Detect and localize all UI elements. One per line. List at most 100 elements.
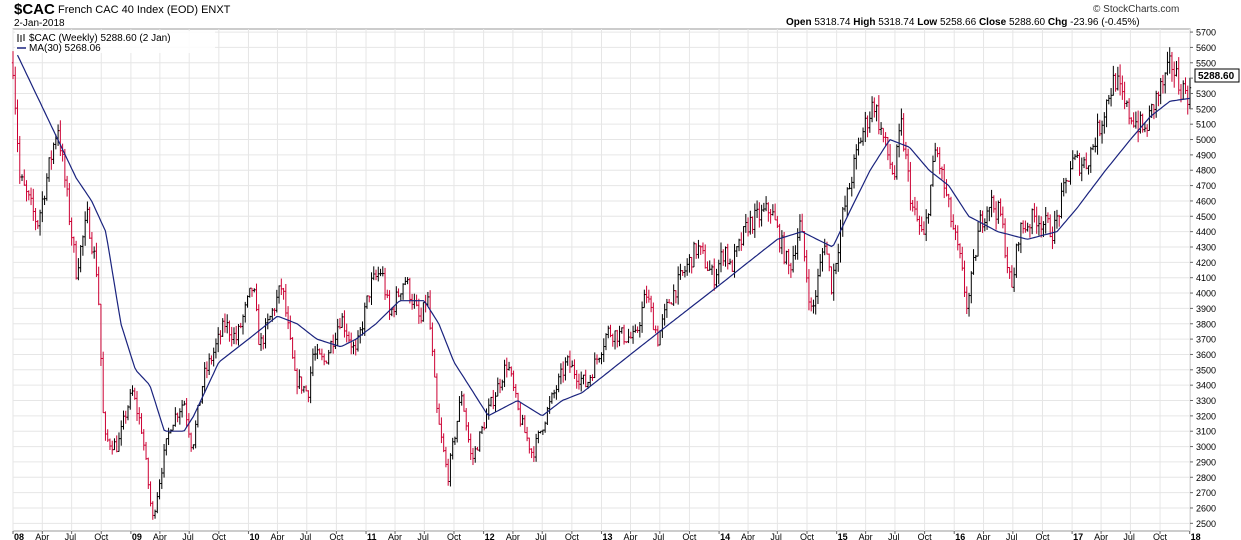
price-bar xyxy=(1042,221,1045,238)
price-bar xyxy=(566,355,569,366)
price-bar xyxy=(419,307,423,324)
price-bar xyxy=(140,413,143,434)
x-tick-label: Oct xyxy=(800,532,815,540)
price-bar xyxy=(113,438,116,451)
price-bar xyxy=(304,385,308,392)
price-bar xyxy=(726,243,729,270)
price-bars xyxy=(11,47,1192,520)
y-tick-label: 2800 xyxy=(1196,473,1216,483)
price-bar xyxy=(388,290,391,320)
price-bar xyxy=(129,389,132,410)
price-bar xyxy=(647,289,651,303)
price-bar xyxy=(300,376,303,394)
price-bar xyxy=(171,424,175,431)
price-bar xyxy=(674,290,678,304)
x-tick-label: Apr xyxy=(153,532,167,540)
price-bar xyxy=(843,195,847,212)
price-bar xyxy=(997,200,1000,224)
open-label: Open xyxy=(786,17,812,28)
price-bar xyxy=(1157,91,1160,107)
price-bar xyxy=(762,202,766,212)
price-bar xyxy=(478,431,481,452)
price-bar xyxy=(1076,150,1079,159)
price-bar xyxy=(575,370,578,389)
legend-background xyxy=(15,31,215,53)
x-tick-label: Oct xyxy=(447,532,462,540)
price-bar xyxy=(248,287,251,298)
x-tick-label: Oct xyxy=(1035,532,1050,540)
price-bar xyxy=(498,378,502,394)
y-tick-label: 3700 xyxy=(1196,335,1216,345)
price-bar xyxy=(1096,113,1099,155)
y-tick-label: 5700 xyxy=(1196,28,1216,38)
price-bar xyxy=(604,333,608,351)
price-bar xyxy=(956,225,959,251)
price-bar xyxy=(769,208,772,224)
chart-date: 2-Jan-2018 xyxy=(14,18,65,29)
price-bar xyxy=(552,389,556,399)
price-bar xyxy=(74,240,78,280)
price-bar xyxy=(911,200,914,212)
price-bar xyxy=(275,289,279,313)
price-bar xyxy=(131,385,134,396)
price-bar xyxy=(582,374,585,385)
price-bar xyxy=(101,351,105,414)
price-bar xyxy=(837,243,840,272)
price-bar xyxy=(722,249,725,266)
price-bar xyxy=(253,288,256,293)
price-bar xyxy=(744,213,748,233)
price-bar xyxy=(821,248,824,272)
stockcharts-logo[interactable]: © StockCharts.com xyxy=(1093,4,1180,15)
price-bar xyxy=(1060,182,1063,219)
chg-label: Chg xyxy=(1047,17,1068,28)
x-tick-label: 14 xyxy=(720,532,730,540)
price-bar xyxy=(1008,267,1011,279)
price-bar xyxy=(458,396,461,422)
price-bar xyxy=(1006,246,1009,274)
price-bar xyxy=(906,148,910,182)
price-bar xyxy=(232,327,236,345)
x-tick-label: Jul xyxy=(1006,532,1018,540)
price-bar xyxy=(690,256,693,274)
price-bar xyxy=(18,135,21,184)
price-bar xyxy=(1163,72,1167,94)
price-bar xyxy=(1012,267,1016,292)
price-bar xyxy=(27,190,30,201)
price-bar xyxy=(943,164,946,199)
price-bar xyxy=(1028,224,1032,238)
price-bar xyxy=(532,446,536,462)
price-bar xyxy=(81,235,85,256)
y-tick-label: 4600 xyxy=(1196,196,1216,206)
price-bar xyxy=(210,355,213,365)
price-bar xyxy=(988,206,991,222)
price-bar xyxy=(345,323,348,343)
price-bar xyxy=(422,302,425,322)
price-bar xyxy=(505,357,508,378)
price-bar xyxy=(850,176,853,197)
y-tick-label: 4300 xyxy=(1196,242,1216,252)
price-bar xyxy=(149,481,152,507)
price-bar xyxy=(888,144,892,170)
price-bar xyxy=(120,420,123,446)
price-bar xyxy=(174,407,177,427)
x-tick-label: 16 xyxy=(955,532,965,540)
price-bar xyxy=(954,224,957,241)
price-bar xyxy=(897,123,901,158)
price-bar xyxy=(920,216,923,232)
price-bar xyxy=(1105,99,1108,128)
price-bar xyxy=(277,285,281,304)
price-bar xyxy=(882,127,885,143)
price-bar xyxy=(1143,122,1147,133)
y-tick-label: 4500 xyxy=(1196,212,1216,222)
price-bar xyxy=(201,385,204,404)
price-bar xyxy=(884,132,887,146)
price-bar xyxy=(185,398,188,427)
price-bar xyxy=(697,239,700,259)
price-bar xyxy=(1136,110,1140,143)
price-bar xyxy=(329,340,333,354)
price-bar xyxy=(327,349,330,365)
y-tick-label: 5000 xyxy=(1196,135,1216,145)
price-bar xyxy=(1114,73,1117,92)
y-tick-label: 5500 xyxy=(1196,58,1216,68)
price-bar xyxy=(645,285,648,304)
